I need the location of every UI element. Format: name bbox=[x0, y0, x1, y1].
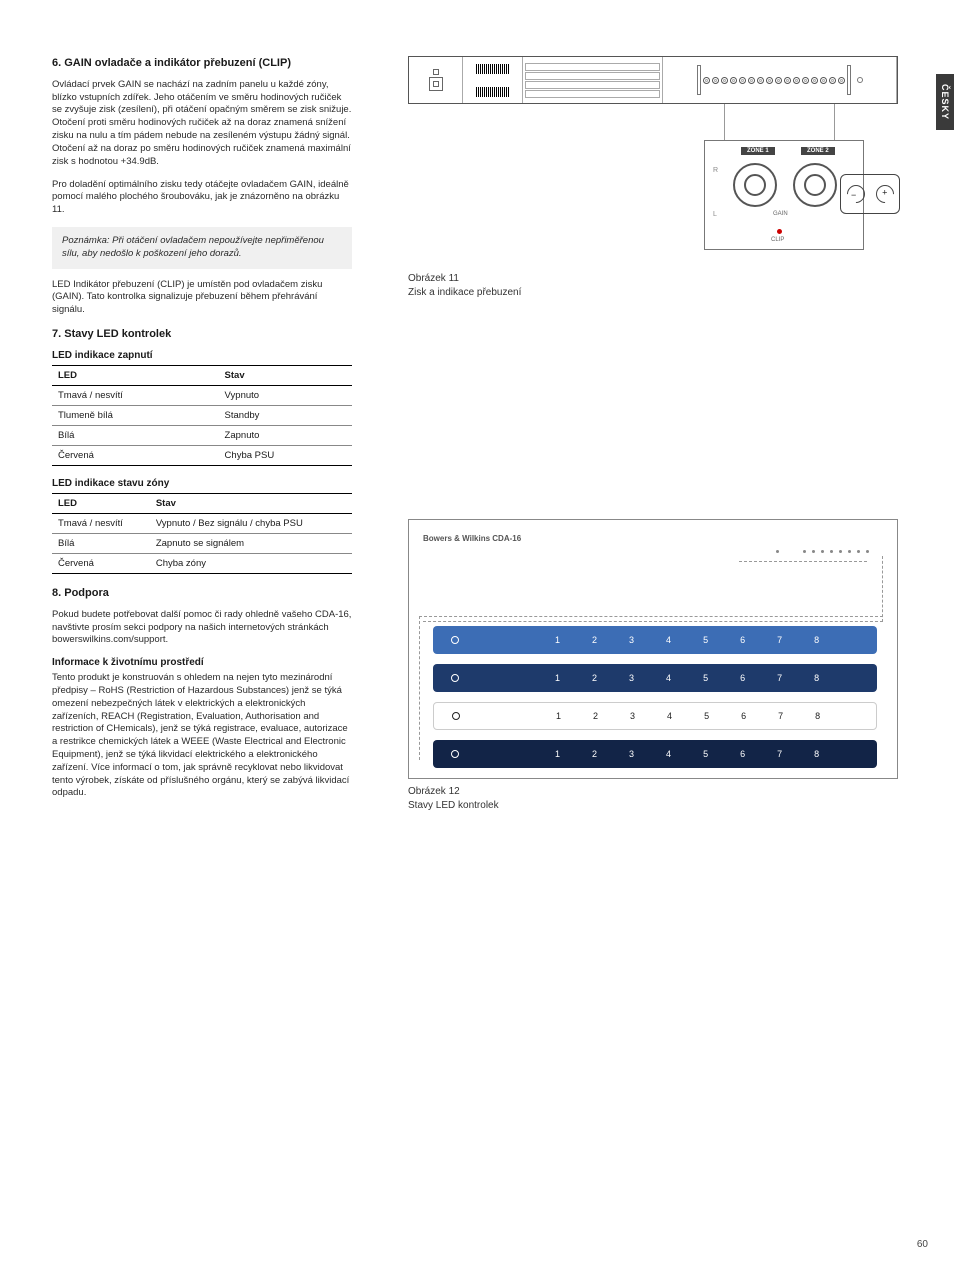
led-icon bbox=[451, 750, 459, 758]
left-column: 6. GAIN ovladače a indikátor přebuzení (… bbox=[52, 56, 352, 810]
table-cell: Bílá bbox=[52, 425, 219, 445]
table2-title: LED indikace stavu zóny bbox=[52, 478, 352, 489]
page-content: 6. GAIN ovladače a indikátor přebuzení (… bbox=[52, 56, 902, 812]
fig11-num: Obrázek 11 bbox=[408, 272, 898, 286]
table-cell: Tmavá / nesvítí bbox=[52, 385, 219, 405]
fig12-num: Obrázek 12 bbox=[408, 785, 898, 799]
rotation-hint: − + bbox=[840, 174, 900, 214]
table-cell: Chyba zóny bbox=[150, 553, 352, 573]
zone-callout: ZONE 1 ZONE 2 L R GAIN CLIP bbox=[704, 104, 864, 234]
section-6-title: 6. GAIN ovladače a indikátor přebuzení (… bbox=[52, 56, 352, 71]
table-cell: Bílá bbox=[52, 533, 150, 553]
table-cell: Standby bbox=[219, 405, 352, 425]
t2-h2: Stav bbox=[150, 493, 352, 513]
led-state-row: 12345678 bbox=[433, 740, 877, 768]
led-zone-table: LEDStav Tmavá / nesvítíVypnuto / Bez sig… bbox=[52, 493, 352, 574]
table1-title: LED indikace zapnutí bbox=[52, 350, 352, 361]
clip-led-icon bbox=[777, 229, 782, 234]
figure-12-diagram: Bowers & Wilkins CDA-16 12345678 bbox=[408, 519, 898, 812]
env-para: Tento produkt je konstruován s ohledem n… bbox=[52, 672, 352, 800]
led-icon bbox=[452, 712, 460, 720]
figure-12-caption: Obrázek 12 Stavy LED kontrolek bbox=[408, 785, 898, 812]
sec6-note: Poznámka: Při otáčení ovladačem nepoužív… bbox=[52, 227, 352, 269]
clip-label: CLIP bbox=[771, 237, 784, 243]
t1-h1: LED bbox=[52, 365, 219, 385]
t2-h1: LED bbox=[52, 493, 150, 513]
right-column: ZONE 1 ZONE 2 L R GAIN CLIP − + Obrázek … bbox=[408, 56, 898, 812]
zone2-label: ZONE 2 bbox=[801, 147, 835, 155]
section-8-title: 8. Podpora bbox=[52, 586, 352, 601]
table-cell: Tlumeně bílá bbox=[52, 405, 219, 425]
fig12-cap: Stavy LED kontrolek bbox=[408, 799, 898, 813]
led-state-row: 12345678 bbox=[433, 664, 877, 692]
rotate-cw-icon: + bbox=[872, 181, 897, 206]
brand-label: Bowers & Wilkins CDA-16 bbox=[423, 534, 883, 543]
sec6-para1: Ovládací prvek GAIN se nachází na zadním… bbox=[52, 79, 352, 169]
sec6-para3: LED Indikátor přebuzení (CLIP) je umístě… bbox=[52, 279, 352, 317]
figure-11-caption: Obrázek 11 Zisk a indikace přebuzení bbox=[408, 272, 898, 299]
gain-knob-icon bbox=[793, 163, 837, 207]
table-cell: Chyba PSU bbox=[219, 445, 352, 465]
sec6-para2: Pro doladění optimálního zisku tedy otáč… bbox=[52, 179, 352, 217]
rotate-ccw-icon: − bbox=[843, 181, 868, 206]
sec8-para1: Pokud budete potřebovat další pomoc či r… bbox=[52, 609, 352, 647]
fig11-cap: Zisk a indikace přebuzení bbox=[408, 286, 898, 300]
led-power-table: LEDStav Tmavá / nesvítíVypnuto Tlumeně b… bbox=[52, 365, 352, 466]
table-cell: Vypnuto / Bez signálu / chyba PSU bbox=[150, 513, 352, 533]
table-cell: Zapnuto bbox=[219, 425, 352, 445]
led-state-bars: 12345678 12345678 12345678 12345678 bbox=[433, 626, 877, 778]
barcode-icon bbox=[476, 87, 510, 97]
table-cell: Červená bbox=[52, 445, 219, 465]
table-cell: Červená bbox=[52, 553, 150, 573]
language-tab: ČESKY bbox=[936, 74, 954, 130]
gain-label: GAIN bbox=[773, 211, 788, 217]
front-panel-outline: Bowers & Wilkins CDA-16 12345678 bbox=[408, 519, 898, 779]
table-cell: Vypnuto bbox=[219, 385, 352, 405]
table-cell: Tmavá / nesvítí bbox=[52, 513, 150, 533]
led-icon bbox=[451, 674, 459, 682]
t1-h2: Stav bbox=[219, 365, 352, 385]
gain-knob-row bbox=[697, 65, 863, 95]
led-state-row: 12345678 bbox=[433, 702, 877, 730]
zone1-label: ZONE 1 bbox=[741, 147, 775, 155]
led-icon bbox=[451, 636, 459, 644]
page-number: 60 bbox=[917, 1239, 928, 1250]
led-state-row: 12345678 bbox=[433, 626, 877, 654]
figure-11-diagram: ZONE 1 ZONE 2 L R GAIN CLIP − + bbox=[408, 56, 898, 266]
gain-knob-icon bbox=[733, 163, 777, 207]
rear-panel-outline bbox=[408, 56, 898, 104]
table-cell: Zapnuto se signálem bbox=[150, 533, 352, 553]
section-7-title: 7. Stavy LED kontrolek bbox=[52, 327, 352, 342]
env-title: Informace k životnímu prostředí bbox=[52, 657, 352, 668]
barcode-icon bbox=[476, 64, 510, 74]
